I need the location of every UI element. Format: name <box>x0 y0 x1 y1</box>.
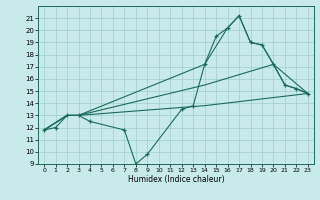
X-axis label: Humidex (Indice chaleur): Humidex (Indice chaleur) <box>128 175 224 184</box>
